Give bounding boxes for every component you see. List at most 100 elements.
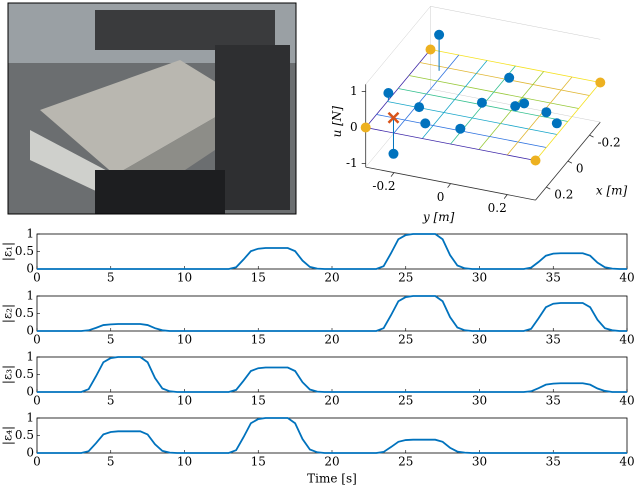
x-tick-label: 20 [324, 394, 339, 408]
x-tick-label: 5 [107, 394, 115, 408]
x-tick-label: 15 [251, 455, 266, 469]
x-tick-label: -0.2 [598, 136, 621, 150]
y-tick-label: 0.5 [15, 306, 34, 320]
y-tick-label: 0.2 [488, 201, 507, 215]
x-tick-label: 0 [33, 394, 41, 408]
x-tick-label: 25 [398, 271, 413, 285]
x-tick-label: 0 [33, 271, 41, 285]
z-tick-label: 0 [350, 120, 358, 134]
x-tick-label: 0 [33, 333, 41, 347]
x-tick-label: 40 [619, 394, 634, 408]
signal-line [37, 295, 627, 332]
mesh-line [506, 76, 573, 156]
signal-line [37, 233, 627, 270]
axes-box [36, 356, 628, 393]
y-tick-label: 1 [26, 289, 34, 303]
y-tick-label: 1 [26, 227, 34, 241]
x-tick [546, 186, 551, 190]
x-tick-label: 40 [619, 455, 634, 469]
x-tick-label: 40 [619, 333, 634, 347]
point [434, 29, 445, 40]
x-tick [567, 160, 573, 164]
photo-border [7, 2, 297, 215]
y-tick-label: 0 [26, 262, 34, 276]
y-axis-label: |ε₂| [1, 304, 15, 323]
point [425, 44, 436, 55]
x-tick [589, 134, 594, 138]
mesh-line [478, 71, 545, 150]
x-tick-label: 10 [177, 455, 192, 469]
point [504, 72, 515, 83]
mesh-line [387, 101, 558, 135]
photo-top-frame [95, 10, 275, 50]
x-tick-label: 35 [546, 333, 561, 347]
point [541, 107, 552, 118]
x-tick-label: 30 [472, 455, 487, 469]
axes-box [36, 233, 628, 270]
photo [7, 2, 297, 215]
y-tick-label: 1 [26, 350, 34, 364]
point [476, 97, 487, 108]
y-tick-label: 0 [26, 385, 34, 399]
y-tick-label: 0 [26, 446, 34, 460]
x-tick-label: 0 [33, 455, 41, 469]
signal-line [37, 356, 627, 393]
x-tick-label: 20 [324, 271, 339, 285]
y-axis-label: |ε₄| [1, 426, 15, 445]
y-tick [503, 194, 508, 199]
x-tick-label: 30 [472, 271, 487, 285]
x-tick-label: 15 [251, 271, 266, 285]
y-tick-label: 0.5 [15, 428, 34, 442]
y-tick [447, 183, 451, 188]
x-tick-label: 0.2 [554, 188, 573, 202]
signal-line [37, 417, 627, 454]
z-tick-label: 1 [350, 84, 358, 98]
x-tick-label: 30 [472, 394, 487, 408]
y-tick-label: 0.5 [15, 367, 34, 381]
z-tick-label: -1 [346, 156, 358, 170]
mesh-line [365, 127, 536, 161]
point [519, 98, 530, 109]
x-tick-label: 35 [546, 394, 561, 408]
photo-rail [30, 130, 115, 200]
x-tick-label: 25 [398, 455, 413, 469]
y-tick-label: 0 [437, 190, 445, 204]
point [595, 77, 606, 88]
point [420, 118, 431, 129]
cross-marker [387, 111, 400, 124]
point [551, 118, 562, 129]
point [383, 88, 394, 98]
x-tick-label: 15 [251, 394, 266, 408]
x-tick-label: 10 [177, 271, 192, 285]
x-tick-label: 15 [251, 333, 266, 347]
z-axis-label: u [N] [330, 106, 344, 138]
point [530, 155, 541, 166]
y-axis-label: y [m] [422, 210, 455, 224]
y-tick-label: -0.2 [372, 179, 395, 193]
mesh-line [535, 82, 601, 161]
x-tick-label: 35 [546, 271, 561, 285]
point [388, 148, 399, 159]
photo-base [95, 170, 225, 214]
x-tick-label: 20 [324, 333, 339, 347]
x-axis-label: x [m] [596, 184, 628, 198]
y-tick-label: 0.5 [15, 244, 34, 258]
y-axis-label: |ε₁| [1, 242, 15, 261]
y-tick [390, 172, 395, 177]
box-edge [430, 6, 601, 40]
x-tick-label: 0 [576, 162, 584, 176]
x-tick-label: 25 [398, 394, 413, 408]
point [455, 123, 466, 134]
box-edge [365, 6, 431, 85]
photo-column [215, 45, 290, 210]
photo-stage [40, 60, 245, 175]
y-axis-label: |ε₃| [1, 365, 15, 384]
x-tick-label: 40 [619, 271, 634, 285]
x-tick-label: 5 [107, 271, 115, 285]
x-tick-label: 25 [398, 333, 413, 347]
axes-box [36, 417, 628, 454]
point [360, 122, 371, 133]
x-tick-label: 5 [107, 455, 115, 469]
x-axis-label: Time [s] [307, 472, 357, 486]
